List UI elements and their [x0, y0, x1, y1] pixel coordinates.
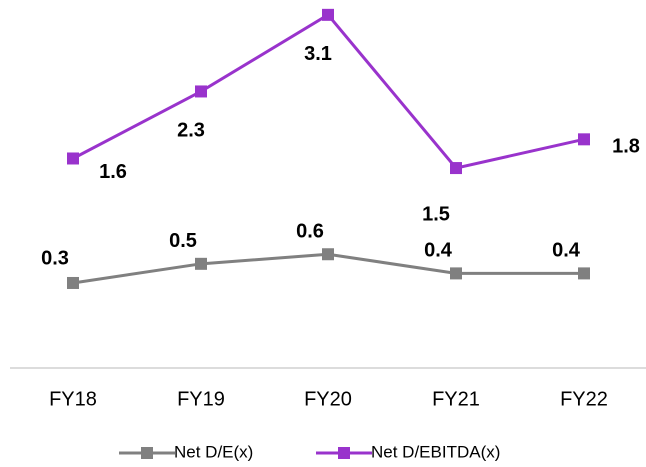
x-tick-label-2: FY20	[304, 388, 352, 410]
legend-marker-1	[338, 447, 350, 459]
legend-marker-0	[141, 447, 153, 459]
series-1-data-label-1: 2.3	[177, 120, 205, 142]
series-0-point-4	[578, 267, 590, 280]
series-0-point-2	[322, 248, 334, 261]
series-1-point-1	[195, 85, 207, 98]
series-1-point-3	[450, 162, 462, 175]
x-tick-label-0: FY18	[49, 388, 97, 410]
x-tick-label-4: FY22	[560, 388, 608, 410]
series-0-point-3	[450, 267, 462, 280]
series-1-data-label-3: 1.5	[422, 203, 450, 225]
series-line-1	[72, 12, 585, 170]
series-0-data-label-1: 0.5	[169, 230, 197, 252]
series-0-point-0	[67, 276, 79, 289]
legend-label-1: Net D/EBITDA(x)	[371, 442, 500, 461]
series-1-data-label-0: 1.6	[99, 161, 127, 183]
series-0-data-label-2: 0.6	[296, 221, 324, 243]
series-0-point-1	[195, 257, 207, 270]
series-1-point-0	[67, 152, 79, 165]
legend-label-0: Net D/E(x)	[174, 442, 253, 461]
series-0-data-label-4: 0.4	[552, 240, 581, 262]
series-0-data-label-0: 0.3	[41, 247, 69, 269]
series-0-data-label-3: 0.4	[424, 240, 453, 262]
x-tick-label-1: FY19	[177, 388, 225, 410]
series-1-point-2	[322, 8, 334, 21]
series-1-data-label-4: 1.8	[612, 136, 640, 158]
series-1-point-4	[578, 133, 590, 146]
series-1-data-label-2: 3.1	[304, 43, 332, 65]
x-tick-label-3: FY21	[432, 388, 480, 410]
